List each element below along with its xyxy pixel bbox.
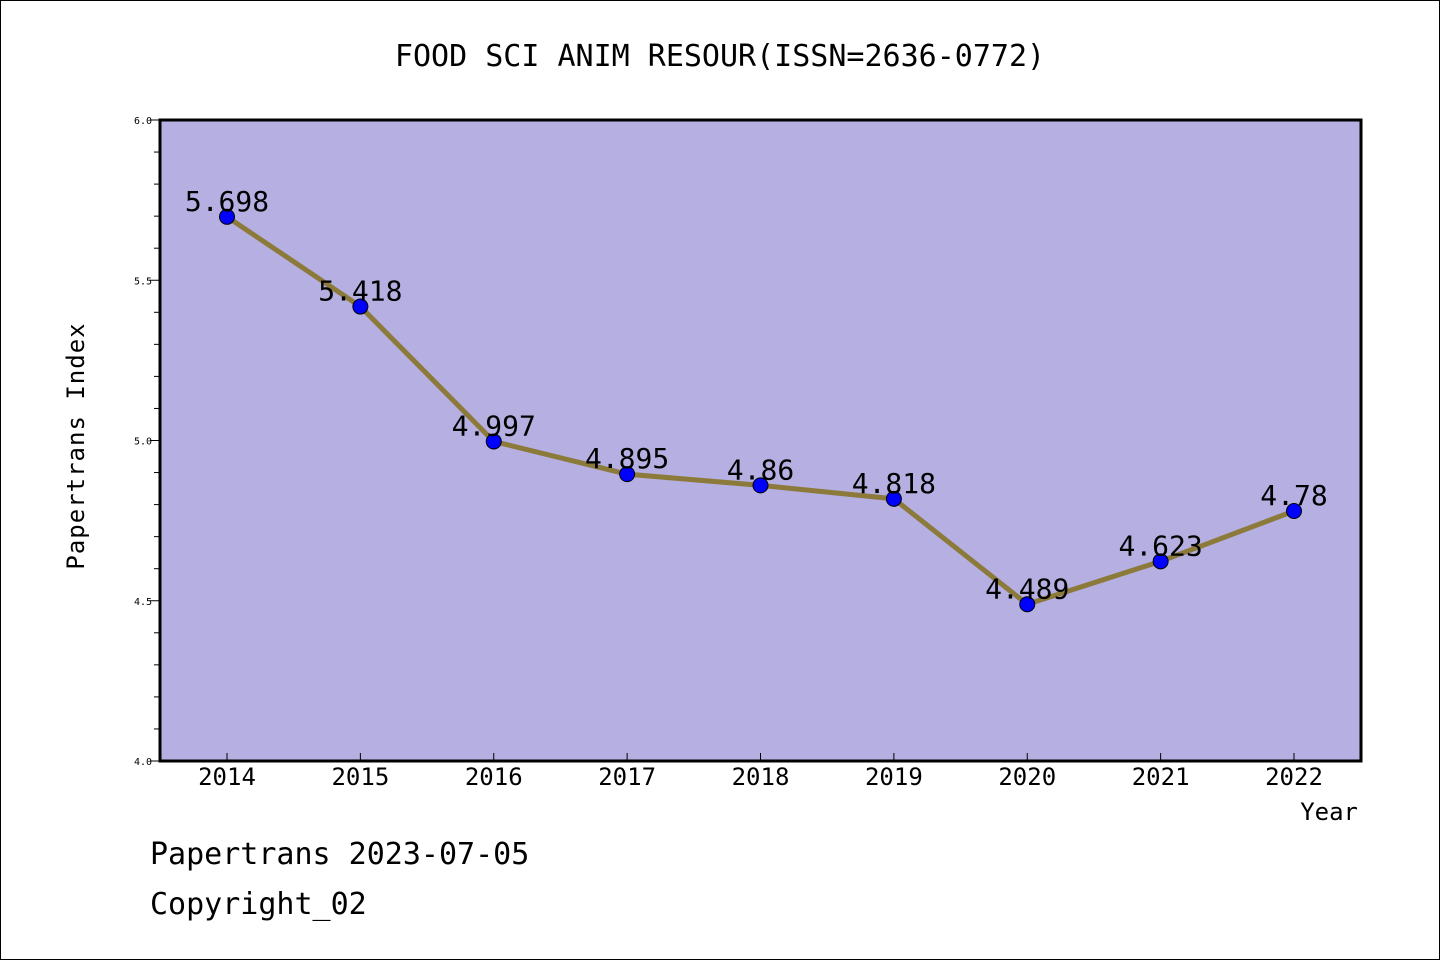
y-tick-label: 5.0 [134, 437, 152, 448]
y-axis-label: Papertrans Index [62, 322, 90, 569]
x-tick-label: 2021 [1132, 763, 1190, 791]
x-tick-label: 2018 [732, 763, 790, 791]
x-tick-label: 2020 [998, 763, 1056, 791]
data-point [352, 298, 369, 315]
x-axis: 2014 2015 2016 2017 2018 2019 2020 2021 2022 [198, 753, 1323, 791]
x-axis-label: Year [1300, 798, 1358, 826]
data-label: 4.489 [985, 572, 1069, 605]
data-point [1152, 553, 1169, 570]
data-label: 4.818 [852, 467, 936, 500]
data-point [752, 477, 769, 494]
x-tick-label: 2017 [598, 763, 656, 791]
data-point [1019, 596, 1036, 613]
data-label: 5.698 [185, 185, 269, 218]
y-tick-label: 4.0 [134, 757, 152, 768]
x-tick-label: 2022 [1265, 763, 1323, 791]
x-tick-label: 2014 [198, 763, 256, 791]
x-tick-label: 2019 [865, 763, 923, 791]
data-label: 4.895 [585, 442, 669, 475]
series-line-group: 5.698 5.418 4.997 4.895 4.86 4.818 4.489 4.623 4… [185, 185, 1328, 613]
data-point [485, 433, 502, 450]
data-point [619, 466, 636, 483]
y-axis: 4.0 4.5 5.0 5.5 6.0 [134, 116, 160, 768]
data-label: 4.997 [452, 409, 536, 442]
x-tick-label: 2016 [465, 763, 523, 791]
chart-title: FOOD SCI ANIM RESOUR(ISSN=2636-0772) [395, 39, 1045, 74]
data-point [219, 208, 235, 225]
data-label: 5.418 [318, 275, 402, 308]
y-tick-label: 4.5 [134, 597, 152, 608]
plot-area [158, 118, 1363, 763]
data-label: 4.623 [1118, 529, 1202, 562]
footer-date: Papertrans 2023-07-05 [150, 837, 529, 872]
y-tick-label: 6.0 [134, 116, 152, 127]
data-point [1286, 503, 1302, 520]
x-tick-label: 2015 [331, 763, 389, 791]
data-label: 4.78 [1260, 479, 1327, 512]
y-tick-label: 5.5 [134, 276, 152, 287]
data-point [885, 490, 902, 507]
footer-copyright: Copyright_02 [150, 887, 367, 922]
data-label: 4.86 [727, 453, 794, 486]
